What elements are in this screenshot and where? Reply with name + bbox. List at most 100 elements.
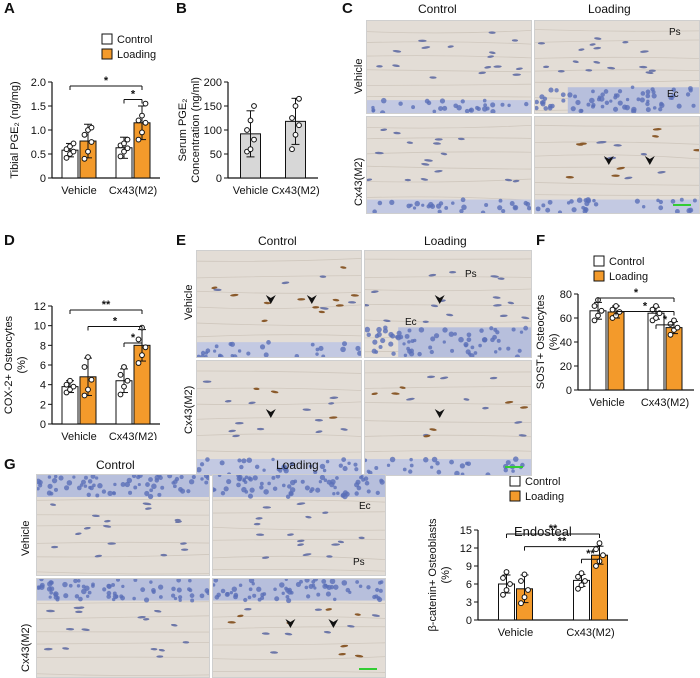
osteocyte <box>143 618 150 621</box>
osteocyte <box>156 655 164 658</box>
marrow-cell <box>285 494 291 499</box>
data-point <box>81 155 88 162</box>
data-point <box>591 303 598 309</box>
c-col-loading: Loading <box>588 2 631 16</box>
panel-letter-c: C <box>342 0 353 17</box>
osteocyte <box>422 320 429 323</box>
y-tick-label: 40 <box>560 337 572 349</box>
marrow-cell <box>640 91 646 96</box>
e-row-cx43: Cx43(M2) <box>183 385 195 434</box>
bone-matrix <box>367 21 531 113</box>
arrowhead-icon <box>644 156 655 165</box>
g-row-cx43: Cx43(M2) <box>20 623 32 672</box>
c-col-control: Control <box>418 2 457 16</box>
marrow-cell <box>391 351 396 356</box>
marrow-cell <box>403 353 408 357</box>
osteocyte <box>305 515 312 519</box>
lamella-line <box>197 275 361 279</box>
marrow-cell <box>174 476 180 482</box>
marrow-cell <box>501 209 506 213</box>
marrow-cell <box>625 97 630 102</box>
marrow-cell <box>213 579 219 583</box>
osteocyte <box>392 50 402 53</box>
marrow-cell <box>259 344 266 350</box>
c-row-cx43: Cx43(M2) <box>353 157 365 206</box>
x-tick-label: Cx43(M2) <box>271 185 319 197</box>
osteocyte <box>348 301 357 304</box>
marrow-cell <box>315 487 321 493</box>
marrow-cell <box>284 579 288 582</box>
osteocyte <box>202 380 212 383</box>
chart-h: 0 3 6 9 12 15 β-catenin+ Osteoblasts (%) Vehicle… <box>427 475 628 639</box>
marrow-cell <box>239 464 244 470</box>
osteocyte <box>488 31 496 34</box>
bone-matrix <box>365 361 531 475</box>
marrow-cell <box>157 492 162 497</box>
marrow-region <box>367 100 531 113</box>
marrow-cell <box>570 106 576 112</box>
data-point <box>121 148 127 155</box>
marrow-cell <box>589 97 595 104</box>
data-point <box>518 578 524 584</box>
marrow-cell <box>318 345 324 351</box>
data-point <box>507 581 513 587</box>
bone-matrix <box>197 251 361 357</box>
lamella-line <box>535 182 699 186</box>
marrow-cell <box>591 89 595 94</box>
chart-d: 0 2 4 6 8 10 12 COX-2+ Osteocytes (%) Vehicle Cx43… <box>3 299 160 440</box>
lamella-line <box>367 165 531 170</box>
marrow-cell <box>272 486 278 491</box>
osteocyte <box>578 48 585 51</box>
marrow-cell <box>333 485 337 490</box>
marrow-cell <box>73 579 78 584</box>
y-tick-label: 0.5 <box>31 149 46 161</box>
marrow-cell <box>204 354 208 357</box>
marrow-cell <box>252 475 258 481</box>
marrow-cell <box>378 344 383 349</box>
y-axis-title: Serum PGE₂ <box>177 99 189 162</box>
legend-label-control: Control <box>525 476 560 488</box>
marrow-cell <box>308 464 313 468</box>
marrow-cell <box>489 326 494 331</box>
osteocyte <box>421 163 430 166</box>
marrow-cell <box>322 583 328 589</box>
marrow-cell <box>226 478 232 485</box>
x-tick-label: Cx43(M2) <box>566 627 614 639</box>
marrow-cell <box>372 339 378 345</box>
y-tick-label: 0 <box>466 615 472 627</box>
marrow-cell <box>494 350 498 354</box>
y-tick-label: 6 <box>466 579 472 591</box>
marrow-cell <box>263 352 269 357</box>
y-tick-label: 1.0 <box>31 125 46 137</box>
marrow-cell <box>205 457 210 462</box>
marrow-cell <box>376 326 382 333</box>
data-point <box>121 140 127 147</box>
marrow-cell <box>167 475 173 479</box>
osteocyte <box>323 630 332 634</box>
marrow-cell <box>366 332 371 338</box>
marrow-cell <box>283 468 289 474</box>
osteocyte <box>287 533 294 536</box>
panel-letter-d: D <box>4 232 15 249</box>
osteocyte <box>543 65 550 69</box>
marrow-cell <box>389 456 396 463</box>
x-tick-label: Vehicle <box>498 627 533 639</box>
marrow-cell <box>243 480 248 484</box>
stained-osteocyte <box>652 128 662 131</box>
osteocyte <box>75 532 82 536</box>
marrow-cell <box>524 101 529 107</box>
marrow-cell <box>285 594 290 599</box>
marrow-cell <box>468 108 473 112</box>
marrow-cell <box>275 475 281 479</box>
osteocyte <box>446 313 454 317</box>
marrow-cell <box>257 597 262 602</box>
marrow-cell <box>576 197 583 203</box>
x-tick-label: Vehicle <box>589 397 624 409</box>
osteocyte <box>537 42 545 45</box>
marrow-cell <box>204 480 209 485</box>
stained-osteocyte <box>338 652 346 656</box>
data-point <box>653 303 659 309</box>
marrow-cell <box>355 580 360 584</box>
marrow-cell <box>293 479 298 484</box>
osteocyte <box>75 610 83 614</box>
